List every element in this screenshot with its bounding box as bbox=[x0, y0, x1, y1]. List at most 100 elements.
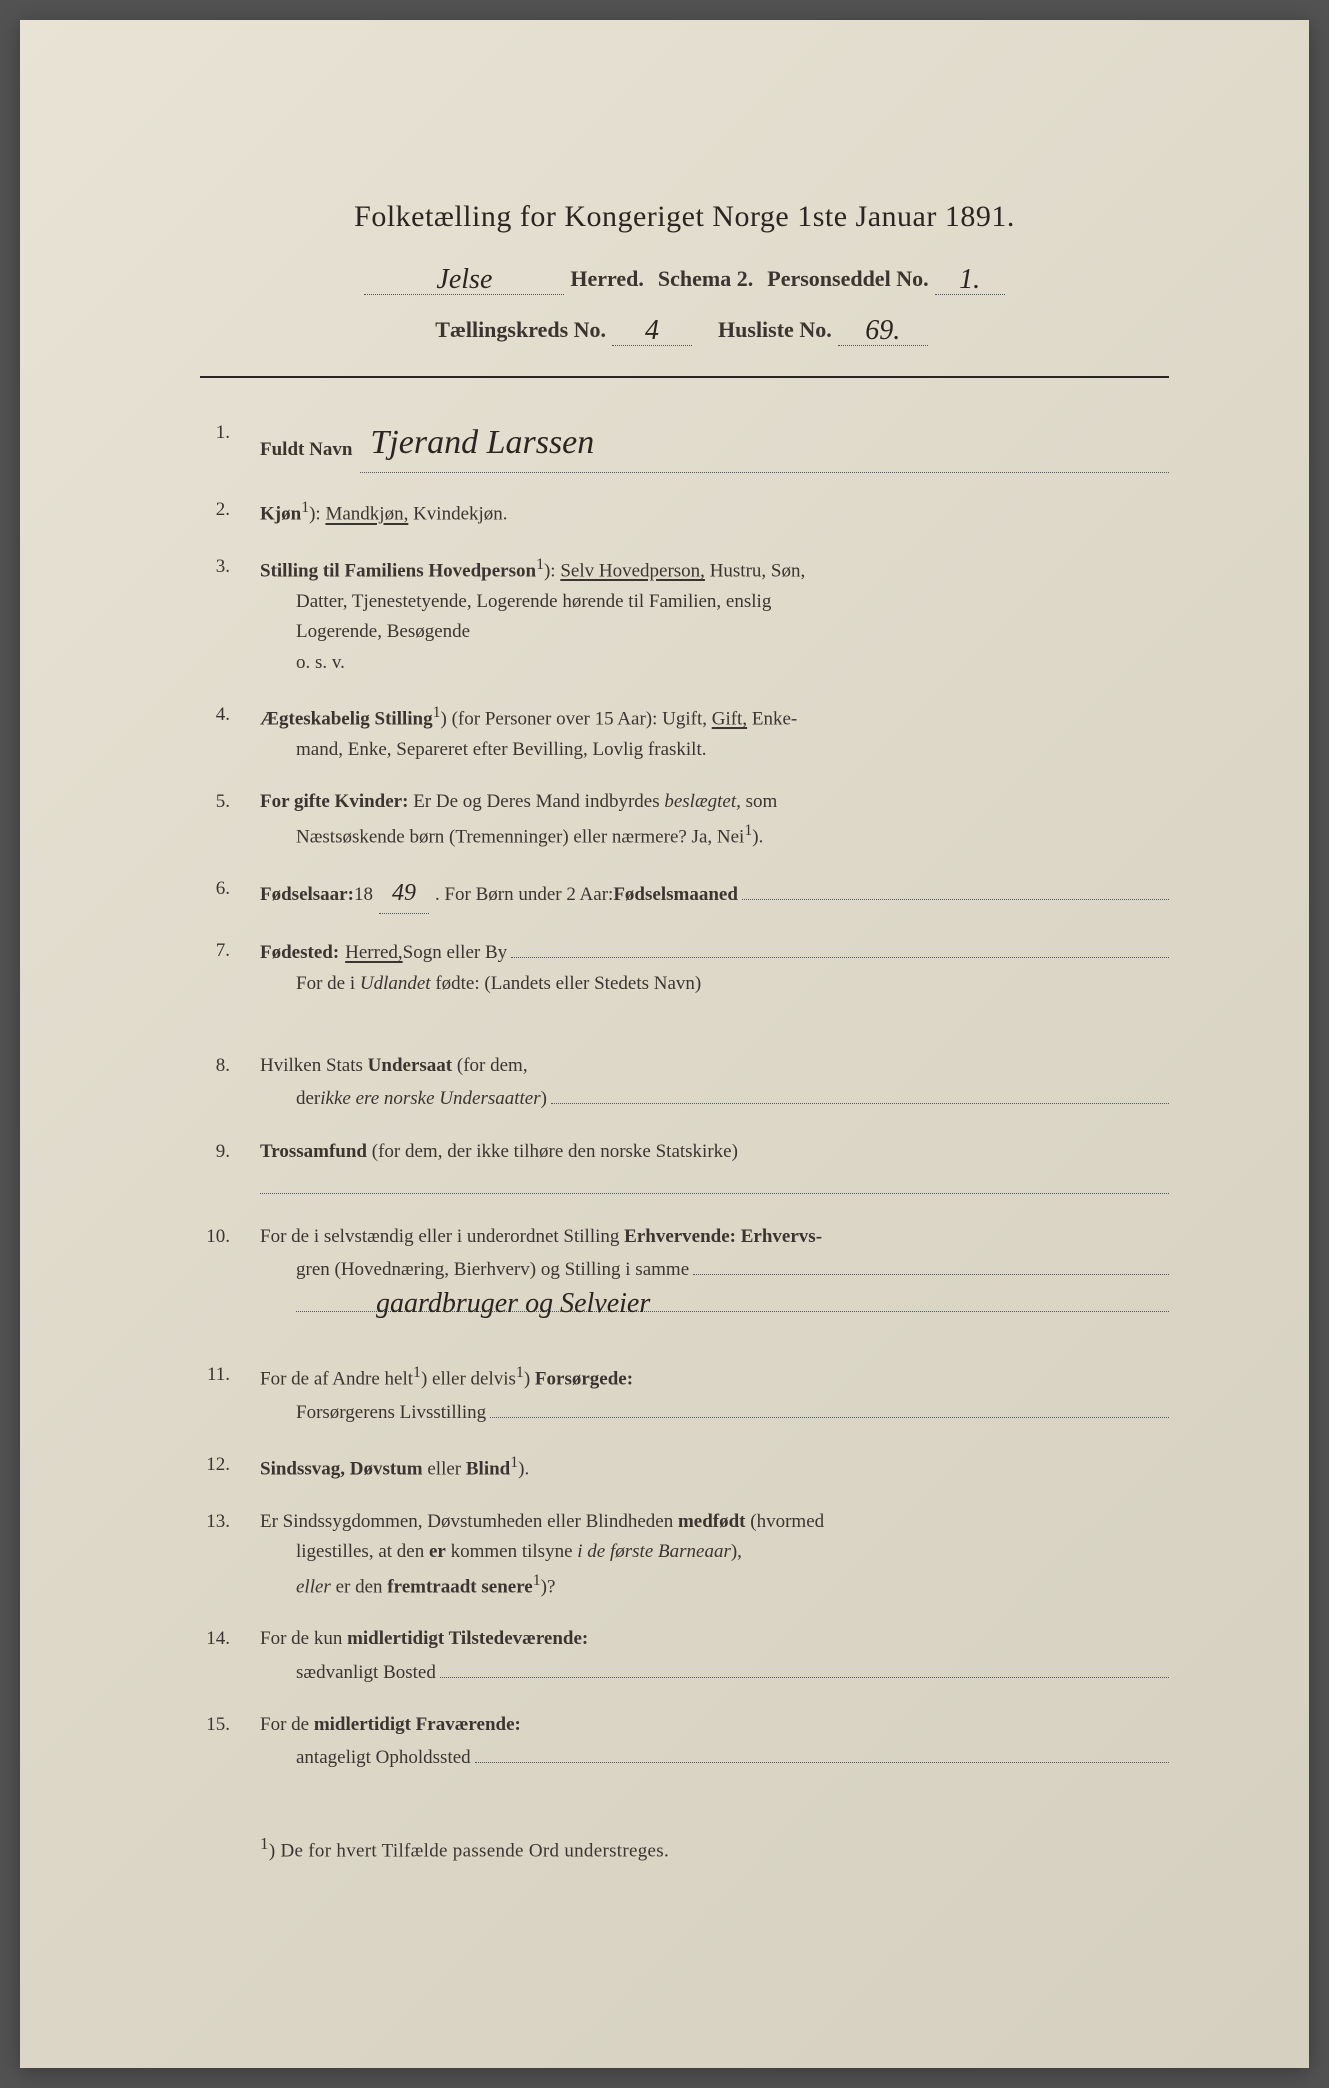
row-5-label: For gifte Kvinder: bbox=[260, 791, 408, 812]
row-13-line2: ligestilles, at den er kommen tilsyne i … bbox=[296, 1537, 1169, 1567]
row-10: 10. For de i selvstændig eller i underor… bbox=[200, 1222, 1169, 1318]
row-5-num: 5. bbox=[200, 787, 260, 817]
row-10-field-b: gaardbruger og Selveier bbox=[296, 1290, 1169, 1313]
row-13-label2: er bbox=[429, 1541, 446, 1562]
row-8-text1: Hvilken Stats bbox=[260, 1055, 368, 1076]
row-5-italic: beslægtet, bbox=[664, 791, 741, 812]
personseddel-label: Personseddel No. bbox=[767, 266, 928, 292]
row-12-sup: 1 bbox=[510, 1454, 518, 1471]
row-8-italic: ikke ere norske Undersaatter bbox=[320, 1084, 540, 1114]
schema-label: Schema 2. bbox=[658, 266, 753, 292]
row-6: 6. Fødselsaar: 1849 . For Børn under 2 A… bbox=[200, 874, 1169, 913]
row-13: 13. Er Sindssygdommen, Døvstumheden elle… bbox=[200, 1507, 1169, 1603]
row-2-content: Kjøn1): Mandkjøn, Kvindekjøn. bbox=[260, 495, 1169, 530]
row-8-text2: (for dem, bbox=[452, 1055, 527, 1076]
row-2-sup: 1 bbox=[301, 499, 309, 516]
row-7-label: Fødested: bbox=[260, 938, 339, 968]
row-7-content: Fødested: Herred, Sogn eller By For de i… bbox=[260, 936, 1169, 1000]
page-title: Folketælling for Kongeriget Norge 1ste J… bbox=[200, 200, 1169, 234]
row-2-selected: Mandkjøn, bbox=[325, 504, 408, 525]
row-10-label: Erhvervende: Erhvervs- bbox=[624, 1226, 822, 1247]
row-12-num: 12. bbox=[200, 1450, 260, 1480]
row-4-content: Ægteskabelig Stilling1) (for Personer ov… bbox=[260, 700, 1169, 765]
row-11-line2wrap: Forsørgerens Livsstilling bbox=[296, 1395, 1169, 1428]
row-13-label3: fremtraadt senere bbox=[387, 1576, 532, 1597]
herred-value: Jelse bbox=[436, 264, 492, 296]
row-4-label: Ægteskabelig Stilling bbox=[260, 708, 433, 729]
row-2-label: Kjøn bbox=[260, 504, 301, 525]
row-7-text1: Sogn eller By bbox=[403, 938, 508, 968]
row-13-italic: i de første Barneaar bbox=[577, 1541, 731, 1562]
spacer-2 bbox=[200, 1340, 1169, 1360]
row-15-text1: For de bbox=[260, 1714, 314, 1735]
row-8-line2: der ikke ere norske Undersaatter) bbox=[296, 1082, 1169, 1115]
row-7-italic: Udlandet bbox=[360, 973, 431, 994]
row-11-text2: ) eller delvis bbox=[421, 1369, 516, 1390]
row-8-num: 8. bbox=[200, 1051, 260, 1081]
row-3-text: ): bbox=[544, 560, 560, 581]
row-5-line2: Næstsøskende børn (Tremenninger) eller n… bbox=[296, 818, 1169, 853]
row-8-line2a: der bbox=[296, 1084, 320, 1114]
row-13-line3c: )? bbox=[541, 1576, 556, 1597]
row-7-line2b: fødte: (Landets eller Stedets Navn) bbox=[431, 973, 702, 994]
footnote-sup: 1 bbox=[260, 1834, 269, 1853]
row-14-label: midlertidigt Tilstedeværende: bbox=[347, 1628, 588, 1649]
row-8-content: Hvilken Stats Undersaat (for dem, der ik… bbox=[260, 1051, 1169, 1115]
row-11-line2: Forsørgerens Livsstilling bbox=[296, 1398, 486, 1428]
row-1-field: Tjerand Larssen bbox=[360, 418, 1169, 473]
herred-field: Jelse bbox=[364, 262, 564, 295]
row-11-sup1: 1 bbox=[413, 1364, 421, 1381]
row-8-label: Undersaat bbox=[368, 1055, 452, 1076]
row-7: 7. Fødested: Herred, Sogn eller By For d… bbox=[200, 936, 1169, 1000]
row-11-label: Forsørgede: bbox=[535, 1369, 633, 1390]
taellingskreds-field: 4 bbox=[612, 313, 692, 346]
husliste-label: Husliste No. bbox=[718, 317, 832, 343]
row-11-text1: For de af Andre helt bbox=[260, 1369, 413, 1390]
row-15-label: midlertidigt Fraværende: bbox=[314, 1714, 521, 1735]
row-5-content: For gifte Kvinder: Er De og Deres Mand i… bbox=[260, 787, 1169, 852]
row-3-label: Stilling til Familiens Hovedperson bbox=[260, 560, 536, 581]
personseddel-field: 1. bbox=[935, 262, 1005, 295]
row-12-text1: eller bbox=[423, 1459, 466, 1480]
row-1-content: Fuldt Navn Tjerand Larssen bbox=[260, 418, 1169, 473]
row-4-num: 4. bbox=[200, 700, 260, 730]
row-11-text3: ) bbox=[524, 1369, 535, 1390]
row-1-label: Fuldt Navn bbox=[260, 435, 352, 465]
row-13-content: Er Sindssygdommen, Døvstumheden eller Bl… bbox=[260, 1507, 1169, 1603]
row-6-content: Fødselsaar: 1849 . For Børn under 2 Aar:… bbox=[260, 874, 1169, 913]
row-12-text2: ). bbox=[518, 1459, 529, 1480]
row-3-line2: Datter, Tjenestetyende, Logerende hørend… bbox=[296, 587, 1169, 617]
row-8: 8. Hvilken Stats Undersaat (for dem, der… bbox=[200, 1051, 1169, 1115]
footnote: 1) De for hvert Tilfælde passende Ord un… bbox=[200, 1834, 1169, 1862]
row-11: 11. For de af Andre helt1) eller delvis1… bbox=[200, 1360, 1169, 1428]
row-15-field bbox=[475, 1740, 1169, 1763]
row-12: 12. Sindssvag, Døvstum eller Blind1). bbox=[200, 1450, 1169, 1485]
row-13-line3: eller er den fremtraadt senere1)? bbox=[296, 1568, 1169, 1603]
row-6-year-prefix: 18 bbox=[354, 880, 373, 910]
row-14-field bbox=[440, 1655, 1169, 1678]
row-13-text2: (hvormed bbox=[746, 1511, 825, 1532]
row-11-field bbox=[490, 1395, 1169, 1418]
row-10-handwritten: gaardbruger og Selveier bbox=[296, 1282, 650, 1327]
row-6-year: 49 bbox=[392, 880, 416, 906]
spacer bbox=[200, 1021, 1169, 1051]
row-13-line3a: eller bbox=[296, 1576, 331, 1597]
row-12-label2: Blind bbox=[466, 1459, 510, 1480]
row-6-label: Fødselsaar: bbox=[260, 880, 354, 910]
row-5-line2b: ). bbox=[752, 826, 763, 847]
row-7-field bbox=[511, 936, 1169, 959]
row-13-line3b: er den bbox=[331, 1576, 387, 1597]
row-15-line2: antageligt Opholdssted bbox=[296, 1743, 471, 1773]
row-11-sup2: 1 bbox=[516, 1364, 524, 1381]
row-8-line2b: ) bbox=[541, 1084, 547, 1114]
row-4-text: ) (for Personer over 15 Aar): Ugift, bbox=[441, 708, 712, 729]
row-14-line2: sædvanligt Bosted bbox=[296, 1658, 436, 1688]
row-13-label: medfødt bbox=[678, 1511, 746, 1532]
row-13-text1: Er Sindssygdommen, Døvstumheden eller Bl… bbox=[260, 1511, 678, 1532]
personseddel-value: 1. bbox=[959, 264, 980, 296]
row-9-field bbox=[260, 1171, 1169, 1194]
row-7-line1: Fødested: Herred, Sogn eller By bbox=[260, 936, 1169, 969]
row-5: 5. For gifte Kvinder: Er De og Deres Man… bbox=[200, 787, 1169, 852]
row-13-line2c: ), bbox=[731, 1541, 742, 1562]
row-3-rest: Hustru, Søn, bbox=[705, 560, 805, 581]
